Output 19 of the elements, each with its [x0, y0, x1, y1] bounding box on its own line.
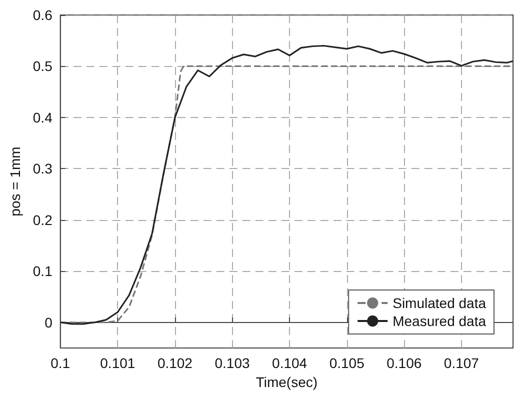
y-tick-label: 0.1 — [32, 263, 53, 280]
x-tick-label: 0.105 — [329, 355, 365, 371]
y-tick-label: 0.5 — [32, 58, 53, 74]
x-tick-label: 0.107 — [444, 355, 480, 371]
x-tick-label: 0.102 — [157, 355, 193, 371]
y-tick-label: 0.3 — [32, 160, 53, 177]
x-tick-label: 0.106 — [386, 355, 422, 371]
legend-label: Simulated data — [392, 295, 486, 311]
x-tick-label: 0.104 — [272, 355, 308, 371]
x-tick-label: 0.103 — [214, 355, 250, 371]
y-tick-label: 0 — [44, 314, 53, 330]
y-axis-title: pos = 1mm — [7, 146, 23, 216]
x-tick-label: 0.101 — [100, 355, 136, 371]
x-axis-title: Time(sec) — [256, 374, 318, 390]
legend-label: Measured data — [392, 313, 486, 329]
y-tick-label: 0.2 — [32, 212, 53, 228]
y-tick-label: 0.4 — [32, 109, 53, 126]
y-tick-label: 0.6 — [32, 7, 53, 23]
x-tick-label: 0.1 — [50, 355, 70, 371]
